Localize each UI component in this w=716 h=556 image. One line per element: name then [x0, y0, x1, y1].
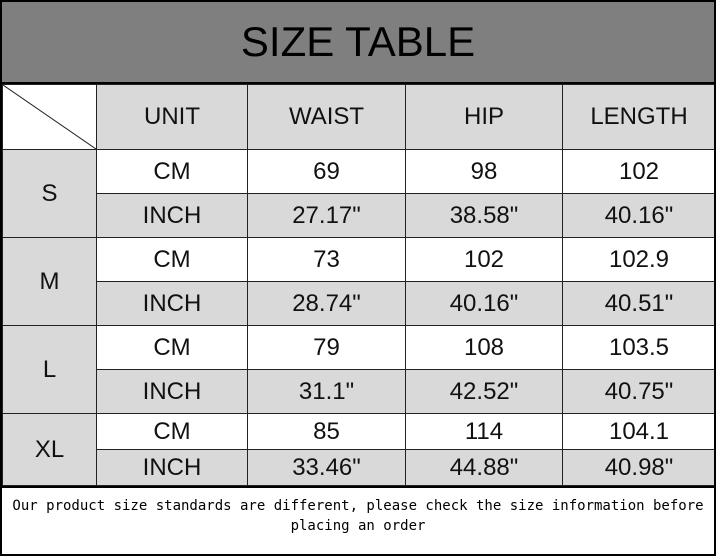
cell-unit: CM [96, 237, 248, 282]
cell-unit: INCH [96, 369, 248, 414]
diagonal-line [3, 85, 96, 149]
table-row: INCH 31.1" 42.52" 40.75" [3, 369, 714, 414]
page-title: SIZE TABLE [2, 2, 714, 84]
cell-hip: 42.52" [405, 369, 563, 414]
cell-hip: 38.58" [405, 193, 563, 238]
cell-length: 102.9 [562, 237, 714, 282]
table-row: XL CM 85 114 104.1 [2, 413, 714, 486]
size-label: S [2, 149, 97, 238]
cell-waist: 27.17" [247, 193, 406, 238]
header-length: LENGTH [562, 84, 714, 150]
cell-waist: 79 [247, 325, 406, 370]
table-row: INCH 28.74" 40.16" 40.51" [3, 281, 714, 326]
cell-waist: 69 [247, 149, 406, 194]
corner-cell [2, 84, 97, 150]
cell-hip: 102 [405, 237, 563, 282]
header-waist: WAIST [247, 84, 406, 150]
table-row: S CM 69 98 102 [2, 149, 714, 238]
cell-hip: 40.16" [405, 281, 563, 326]
table-row: INCH 27.17" 38.58" 40.16" [3, 193, 714, 238]
table-row: L CM 79 108 103.5 [2, 325, 714, 414]
header-unit: UNIT [96, 84, 248, 150]
table-row: INCH 33.46" 44.88" 40.98" [3, 449, 714, 486]
cell-waist: 31.1" [247, 369, 406, 414]
cell-length: 40.98" [562, 449, 714, 486]
cell-length: 103.5 [562, 325, 714, 370]
cell-unit: INCH [96, 281, 248, 326]
size-label: XL [2, 413, 97, 486]
cell-length: 40.51" [562, 281, 714, 326]
cell-waist: 85 [247, 413, 406, 450]
cell-waist: 28.74" [247, 281, 406, 326]
cell-length: 40.75" [562, 369, 714, 414]
cell-waist: 73 [247, 237, 406, 282]
size-table: UNIT WAIST HIP LENGTH S CM 69 98 102 INCH 27.1… [2, 84, 714, 486]
cell-length: 40.16" [562, 193, 714, 238]
cell-hip: 44.88" [405, 449, 563, 486]
size-label: L [2, 325, 97, 414]
cell-unit: CM [96, 413, 248, 450]
table-row: M CM 73 102 102.9 [2, 237, 714, 326]
cell-hip: 98 [405, 149, 563, 194]
cell-unit: CM [96, 149, 248, 194]
cell-unit: INCH [96, 193, 248, 238]
cell-length: 104.1 [562, 413, 714, 450]
header-hip: HIP [405, 84, 563, 150]
cell-hip: 114 [405, 413, 563, 450]
cell-unit: INCH [96, 449, 248, 486]
header-row: UNIT WAIST HIP LENGTH [2, 84, 714, 150]
cell-hip: 108 [405, 325, 563, 370]
cell-length: 102 [562, 149, 714, 194]
cell-unit: CM [96, 325, 248, 370]
size-note: Our product size standards are different… [2, 486, 714, 554]
size-label: M [2, 237, 97, 326]
cell-waist: 33.46" [247, 449, 406, 486]
